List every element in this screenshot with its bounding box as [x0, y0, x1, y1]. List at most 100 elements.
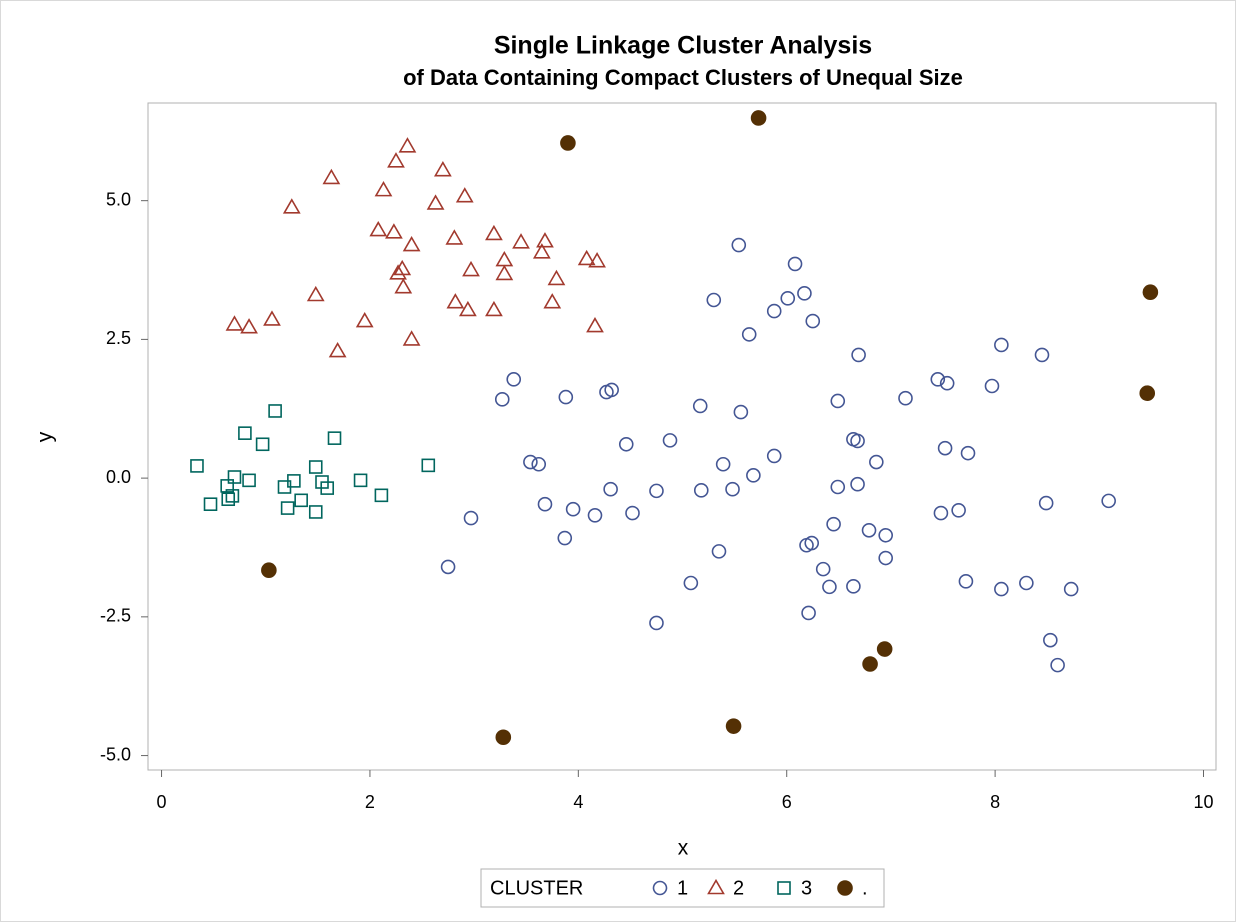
x-tick-label: 6	[782, 792, 792, 812]
point	[374, 488, 389, 503]
point	[227, 470, 242, 484]
point	[862, 656, 878, 672]
point	[355, 311, 374, 328]
legend-label: 3	[801, 877, 812, 899]
point	[1038, 495, 1054, 511]
point	[1142, 284, 1159, 301]
point	[746, 468, 761, 483]
point	[455, 187, 474, 203]
point	[557, 530, 573, 546]
point	[1034, 347, 1050, 363]
point	[485, 300, 503, 317]
point	[322, 168, 341, 185]
point	[242, 473, 256, 488]
point	[398, 137, 417, 153]
point	[683, 575, 699, 591]
x-tick-label: 10	[1193, 792, 1213, 812]
point	[402, 330, 421, 346]
point	[543, 293, 562, 309]
x-axis-label: x	[678, 837, 689, 860]
point	[731, 237, 747, 253]
point	[462, 260, 480, 277]
point	[547, 269, 566, 286]
x-tick-label: 2	[365, 792, 375, 812]
point	[662, 433, 678, 448]
point	[588, 252, 606, 268]
point	[625, 505, 640, 521]
point	[715, 456, 731, 472]
point	[693, 483, 709, 498]
point	[994, 581, 1009, 597]
point	[804, 535, 820, 551]
point	[495, 729, 512, 746]
chart-subtitle: of Data Containing Compact Clusters of U…	[403, 65, 963, 90]
legend-label: 2	[733, 877, 744, 899]
point	[558, 389, 574, 405]
point	[850, 476, 865, 492]
point	[937, 440, 953, 456]
point	[960, 445, 976, 461]
legend-marker	[707, 878, 725, 895]
y-tick-label: 0.0	[106, 467, 131, 487]
point	[389, 264, 407, 280]
point	[706, 292, 722, 308]
point	[898, 390, 913, 406]
point	[861, 522, 877, 538]
point	[565, 501, 581, 517]
point	[495, 264, 514, 281]
x-tick-label: 0	[157, 792, 167, 812]
point	[446, 293, 465, 309]
point	[787, 256, 803, 272]
point	[369, 220, 388, 237]
point	[374, 181, 393, 197]
point	[830, 393, 846, 409]
legend-label: .	[862, 877, 868, 899]
y-tick-label: -2.5	[100, 606, 131, 626]
point	[203, 497, 218, 511]
point	[560, 135, 576, 151]
point	[815, 561, 831, 577]
point	[308, 460, 323, 474]
point	[984, 378, 1000, 394]
point	[433, 161, 452, 177]
point	[780, 291, 796, 306]
point	[328, 341, 347, 358]
point	[878, 550, 894, 566]
y-tick-label: -5.0	[100, 744, 131, 764]
point	[494, 392, 510, 407]
point	[238, 426, 252, 440]
point	[225, 315, 244, 331]
point	[587, 507, 603, 523]
point	[294, 493, 308, 508]
point	[733, 404, 749, 420]
point	[939, 375, 955, 391]
point	[393, 259, 412, 276]
point	[463, 510, 479, 526]
point	[445, 229, 464, 245]
point	[306, 285, 325, 302]
point	[618, 436, 634, 452]
point	[869, 454, 884, 470]
point	[603, 481, 618, 497]
point	[1101, 493, 1116, 509]
legend-label: 1	[677, 877, 688, 899]
point	[402, 235, 421, 252]
point	[822, 579, 837, 595]
point	[485, 224, 503, 241]
point	[725, 481, 740, 497]
point	[261, 562, 277, 579]
point	[282, 198, 301, 214]
point	[711, 544, 727, 559]
point	[458, 300, 477, 317]
legend-box	[480, 868, 885, 908]
point	[951, 503, 966, 518]
legend-marker	[777, 881, 791, 895]
point	[536, 232, 554, 248]
point	[255, 437, 270, 452]
chart-title: Single Linkage Cluster Analysis	[494, 32, 872, 60]
point	[797, 286, 812, 301]
point	[649, 615, 664, 631]
point	[1063, 581, 1079, 597]
plot-frame	[147, 102, 1217, 771]
